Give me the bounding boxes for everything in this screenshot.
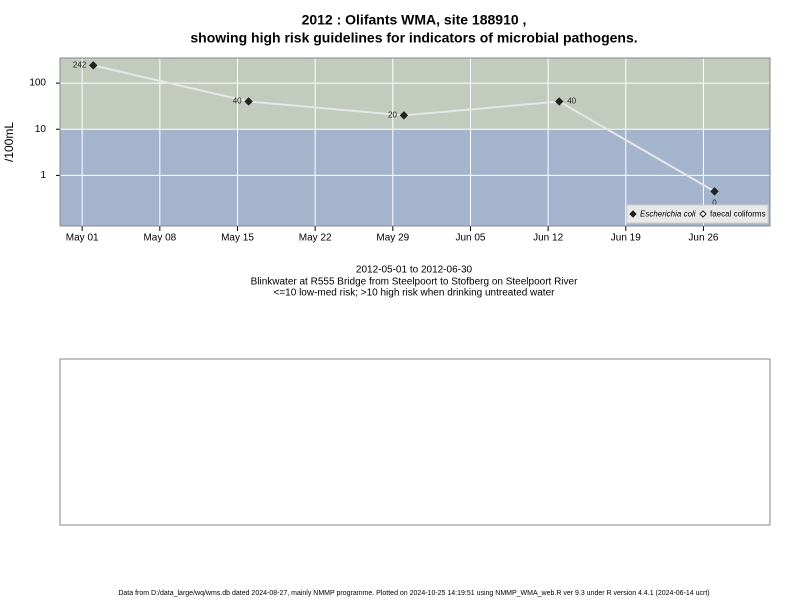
legend-label: faecal coliforms	[710, 210, 766, 219]
chart-title: showing high risk guidelines for indicat…	[190, 30, 637, 46]
legend-label: Escherichia coli	[640, 210, 696, 219]
chart-title: 2012 : Olifants WMA, site 188910 ,	[302, 12, 527, 28]
legend-marker	[699, 210, 707, 218]
data-point	[399, 111, 409, 120]
x-tick-label: May 01	[66, 233, 99, 244]
value-label: 20	[388, 110, 397, 119]
x-tick-label: Jun 05	[455, 233, 485, 244]
legend-box	[626, 204, 769, 224]
legend-marker	[629, 210, 637, 218]
data-point	[555, 97, 564, 106]
x-tick-label: Jun 19	[611, 233, 641, 244]
x-tick-label: May 15	[221, 233, 254, 244]
subtitle: Blinkwater at R555 Bridge from Steelpoor…	[251, 277, 579, 288]
value-label: 0	[712, 198, 717, 207]
subtitle: <=10 low-med risk; >10 high risk when dr…	[274, 288, 556, 299]
plot-frame	[59, 57, 771, 227]
footer: Data from D:/data_large/wq/wms.db dated …	[118, 590, 709, 597]
y-axis-label: /100mL	[2, 122, 16, 162]
data-point	[244, 97, 253, 106]
y-tick-label: 1	[40, 170, 46, 181]
data-point	[710, 187, 719, 196]
data-point	[89, 61, 98, 70]
empty-panel	[59, 358, 771, 526]
y-tick-label: 10	[35, 124, 47, 135]
x-tick-label: Jun 12	[533, 233, 563, 244]
x-tick-label: Jun 26	[688, 233, 718, 244]
high-risk-zone	[60, 58, 770, 130]
x-tick-label: May 29	[376, 233, 409, 244]
value-label: 242	[73, 61, 87, 70]
y-tick-label: 100	[29, 78, 46, 89]
value-label: 40	[567, 97, 576, 106]
x-tick-label: May 08	[143, 233, 176, 244]
value-label: 40	[233, 97, 242, 106]
subtitle: 2012-05-01 to 2012-06-30	[356, 265, 473, 276]
x-tick-label: May 22	[299, 233, 332, 244]
